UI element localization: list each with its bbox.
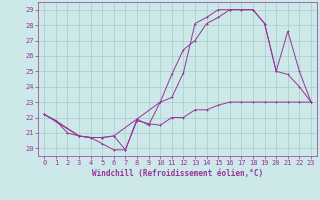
X-axis label: Windchill (Refroidissement éolien,°C): Windchill (Refroidissement éolien,°C) — [92, 169, 263, 178]
